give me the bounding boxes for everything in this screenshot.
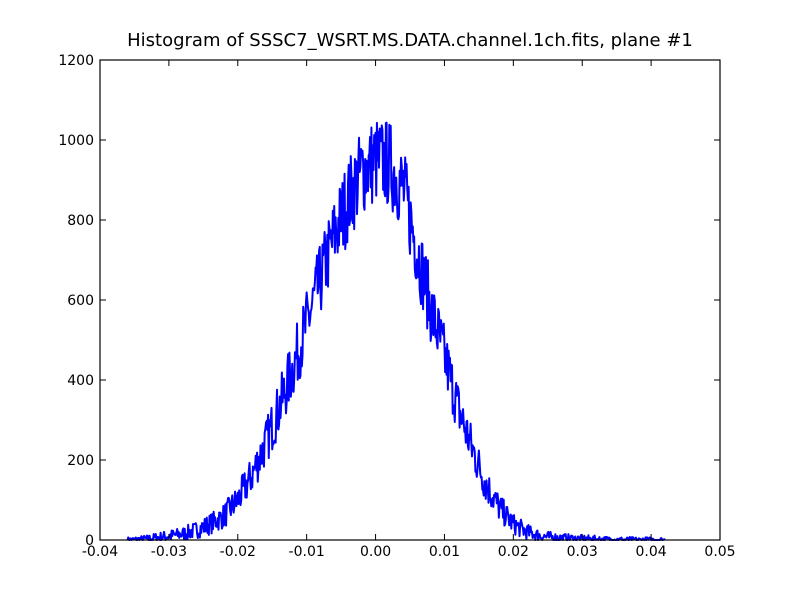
y-tick-label: 400 [67,373,94,389]
x-tick-label: -0.03 [151,544,187,560]
x-axis: -0.04 -0.03 -0.02 -0.01 0.00 0.01 0.02 0.03 0.04… [82,60,736,560]
x-tick-label: -0.01 [289,544,325,560]
x-tick-label: 0.01 [429,544,460,560]
y-tick-label: 800 [67,213,94,229]
x-tick-label: -0.04 [82,544,118,560]
x-tick-label: -0.02 [220,544,256,560]
y-tick-label: 0 [85,533,94,549]
x-tick-label: 0.02 [498,544,529,560]
plot-frame [99,59,721,541]
x-tick-label: 0.00 [360,544,391,560]
x-tick-label: 0.05 [704,544,735,560]
x-tick-label: 0.03 [567,544,598,560]
y-tick-label: 600 [67,293,94,309]
y-tick-label: 1200 [58,53,94,69]
series-line-0 [126,121,666,541]
x-tick-label: 0.04 [636,544,667,560]
plot-area [126,121,666,541]
chart-title: Histogram of SSSC7_WSRT.MS.DATA.channel.… [127,30,693,51]
y-tick-label: 1000 [58,133,94,149]
y-tick-label: 200 [67,453,94,469]
